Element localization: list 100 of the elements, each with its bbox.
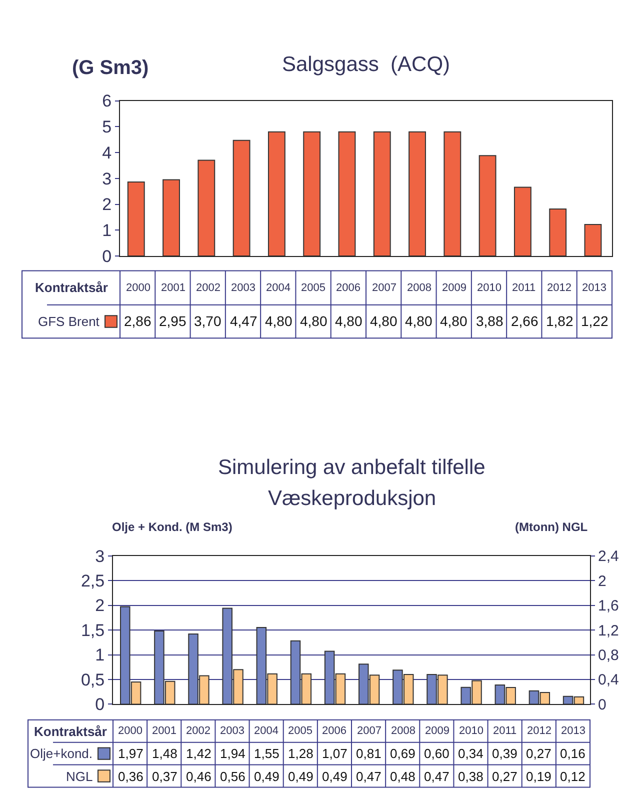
data-label: 0,49: [254, 769, 280, 784]
data-label: 2,86: [124, 313, 152, 329]
y-tick-label: 4: [102, 143, 112, 162]
x-tick-label: 2013: [582, 282, 606, 294]
y-tick-label: 2: [95, 596, 105, 616]
x-tick-label: 2012: [547, 282, 572, 294]
y-tick-label: 1: [102, 221, 112, 240]
y2-tick-label: 1,6: [598, 598, 619, 615]
data-label: 0,46: [186, 769, 212, 784]
data-label: 0,34: [458, 746, 484, 761]
bar: [162, 179, 180, 256]
bar: [549, 208, 567, 256]
x-tick-label: 2006: [322, 725, 346, 737]
x-tick-label: 2000: [118, 725, 142, 737]
x-tick-label: 2010: [477, 282, 502, 294]
x-tick-label: 2010: [459, 725, 484, 737]
y-tick-label: 2,5: [80, 572, 105, 591]
data-label: 0,49: [322, 769, 348, 784]
x-tick-label: 2001: [152, 725, 176, 737]
bar: [268, 131, 286, 256]
x-tick-label: 2003: [231, 282, 256, 294]
bar: [444, 131, 462, 256]
data-label: 4,80: [335, 313, 362, 329]
data-label: 0,27: [526, 746, 552, 761]
y2-tick-label: 2,4: [598, 548, 619, 566]
data-label: 0,16: [560, 746, 586, 761]
y2-tick-label: 0: [598, 696, 606, 714]
y2-tick-label: 0,8: [598, 647, 619, 664]
y-tick-label: 6: [102, 92, 112, 111]
y-tick-label: 0: [95, 695, 105, 714]
x-tick-label: 2006: [336, 282, 360, 294]
y-tick-label: 0: [102, 246, 112, 266]
data-label: 1,48: [152, 746, 178, 761]
x-tick-label: 2002: [186, 725, 210, 737]
data-label: 1,97: [118, 746, 144, 761]
y-tick-label: 0,5: [80, 670, 105, 690]
x-tick-label: 2004: [254, 725, 278, 737]
y2-axis-title: (Mtonn) NGL: [515, 520, 588, 534]
y-tick-label: 1: [95, 646, 105, 665]
legend-label: NGL: [66, 769, 93, 784]
x-tick-label: 2002: [196, 282, 220, 294]
data-label: 4,80: [265, 313, 292, 329]
x-tick-label: 2005: [301, 282, 326, 294]
data-label: 1,82: [546, 313, 574, 329]
data-label: 1,22: [581, 313, 608, 329]
data-label: 0,47: [424, 769, 450, 784]
data-label: 2,66: [511, 313, 538, 329]
data-label: 0,49: [288, 769, 314, 784]
data-label: 1,07: [322, 746, 348, 761]
bar: [373, 131, 391, 256]
data-label: 0,12: [560, 769, 586, 784]
data-label: 0,39: [492, 746, 518, 761]
data-label: 4,47: [230, 313, 258, 329]
bar: [584, 224, 602, 256]
data-label: 3,70: [194, 313, 222, 329]
data-label: 0,60: [424, 746, 450, 761]
x-tick-label: 2007: [357, 725, 382, 737]
x-tick-label: 2008: [391, 725, 416, 737]
data-label: 0,48: [390, 769, 416, 784]
x-tick-label: 2009: [425, 725, 450, 737]
bar: [232, 140, 250, 256]
x-tick-label: 2007: [372, 282, 396, 294]
y2-tick-label: 0,4: [598, 672, 619, 689]
y-axis-title: Olje + Kond. (M Sm3): [112, 520, 232, 534]
y-tick-label: 2: [102, 195, 112, 214]
data-label: 0,36: [118, 769, 144, 784]
bar: [198, 160, 216, 256]
data-label: 4,80: [440, 313, 468, 329]
chart-subtitle: Væskeproduksjon: [268, 487, 436, 510]
data-label: 1,42: [186, 746, 212, 761]
bar: [127, 182, 145, 256]
data-label: 0,69: [390, 746, 416, 761]
y-axis-title: (G Sm3): [72, 57, 149, 79]
x-tick-label: 2009: [442, 282, 466, 294]
y-tick-label: 5: [102, 118, 112, 137]
data-label: 0,56: [220, 769, 246, 784]
x-tick-label: 2008: [407, 282, 432, 294]
data-label: 3,88: [476, 313, 504, 329]
y2-tick-label: 1,2: [598, 622, 619, 640]
legend-label: Olje+kond.: [30, 746, 93, 761]
y-tick-label: 1,5: [80, 620, 105, 640]
data-label: 0,47: [356, 769, 382, 784]
x-tick-label: 2005: [288, 725, 312, 737]
x-tick-label: 2011: [512, 282, 536, 294]
chart-title: Simulering av anbefalt tilfelle: [218, 456, 486, 479]
bar: [478, 155, 496, 256]
data-label: 1,28: [288, 746, 314, 761]
data-label: 0,38: [458, 769, 484, 784]
bar: [514, 186, 532, 256]
y-tick-label: 3: [95, 546, 105, 566]
x-tick-label: 2011: [493, 725, 517, 737]
data-label: 4,80: [405, 313, 432, 329]
x-tick-label: 2013: [561, 725, 586, 737]
x-tick-label: 2001: [161, 282, 186, 294]
data-label: 4,80: [370, 313, 398, 329]
data-label: 1,55: [254, 746, 280, 761]
x-axis-title: Kontraktsår: [34, 724, 107, 739]
x-tick-label: 2000: [126, 282, 150, 294]
data-label: 2,95: [159, 313, 186, 329]
x-tick-label: 2003: [220, 725, 244, 737]
